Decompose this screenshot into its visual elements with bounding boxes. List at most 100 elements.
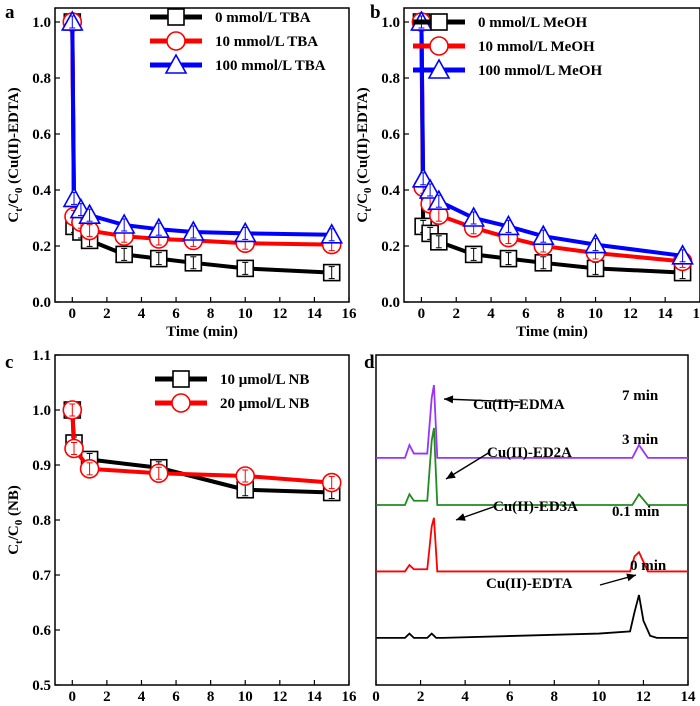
- trace-line: [376, 517, 688, 573]
- x-tick-label: 4: [138, 689, 146, 705]
- x-axis-title: Time (min): [166, 324, 238, 340]
- y-tick-label: 0.9: [32, 458, 51, 474]
- legend-marker: [164, 53, 188, 74]
- y-axis-title-c: C: [6, 544, 22, 555]
- legend-marker: [430, 13, 448, 31]
- x-tick-label: 6: [506, 689, 514, 705]
- trace-line: [376, 594, 688, 639]
- x-tick-label: 4: [461, 689, 469, 705]
- legend-label: 0 mmol/L MeOH: [478, 15, 587, 31]
- series-line: [419, 21, 683, 258]
- x-tick-label: 16: [342, 689, 358, 705]
- y-axis-title-rest: (Cu(II)-EDTA): [6, 87, 22, 187]
- x-tick-label: 10: [588, 306, 603, 322]
- y-tick-label: 0.6: [32, 623, 51, 639]
- legend-marker: [167, 8, 185, 26]
- y-axis-title-sep: /C: [6, 525, 22, 541]
- y-axis-title-c: C: [355, 212, 371, 223]
- legend-marker: [427, 58, 451, 79]
- legend-label: 0 mmol/L TBA: [215, 10, 311, 26]
- x-tick-label: 16: [693, 306, 700, 322]
- y-tick-label: 0.7: [32, 568, 51, 584]
- panel-letter: a: [5, 2, 15, 23]
- series-line: [70, 21, 332, 247]
- x-tick-label: 4: [487, 306, 495, 322]
- y-axis-title-sub-0: 0: [13, 519, 25, 525]
- x-tick-label: 4: [138, 306, 146, 322]
- x-tick-label: 10: [591, 689, 606, 705]
- arrow-head: [446, 470, 456, 479]
- x-tick-label: 14: [681, 689, 697, 705]
- y-axis-title-sub-t: t: [13, 540, 25, 544]
- x-tick-label: 12: [636, 689, 651, 705]
- panel-b: b 0 2 4 6 8 10 12 14 16 0.0 0.2 0.4 0.6 0.8 1.0 Time (mi…: [355, 2, 700, 340]
- series-0: [63, 401, 341, 502]
- y-axis-title-sub-0: 0: [13, 187, 25, 193]
- x-tick-label: 14: [658, 306, 674, 322]
- x-tick-label: 6: [172, 306, 180, 322]
- x-axis-title: Time (min): [516, 324, 588, 340]
- legend-label: 100 mmol/L TBA: [215, 58, 326, 74]
- legend-marker: [166, 31, 186, 51]
- y-tick-label: 1.1: [32, 348, 51, 364]
- panel-c: c02468101214160.50.60.70.80.91.01.1Time …: [5, 348, 358, 705]
- series-line: [70, 409, 332, 485]
- trace-3: 0 min Cu(II)-EDTA: [376, 558, 688, 639]
- y-tick-label: 1.0: [32, 15, 51, 31]
- y-axis-title: Ct/C0 (Cu(II)-EDTA): [355, 87, 374, 222]
- y-axis-title-rest: (Cu(II)-EDTA): [355, 87, 371, 187]
- x-tick-label: 8: [207, 689, 215, 705]
- trace-time-label: 0 min: [630, 558, 667, 574]
- x-tick-label: 8: [557, 306, 565, 322]
- x-tick-label: 2: [417, 689, 425, 705]
- legend: 0 mmol/L MeOH 10 mmol/L MeOH 100 mmol/L Me…: [413, 13, 602, 79]
- arrow-head: [626, 573, 636, 582]
- legend: 0 mmol/L TBA 10 mmol/L TBA 100 mmol/L TBA: [150, 8, 326, 74]
- panel-d: d02468101214Time (min)7 minCu(II)-EDMA3 …: [364, 352, 697, 705]
- series-line: [419, 21, 683, 275]
- x-tick-label: 6: [522, 306, 530, 322]
- x-tick-label: 10: [238, 689, 253, 705]
- trace-line: [376, 427, 688, 506]
- x-tick-label: 12: [272, 306, 287, 322]
- y-tick-label: 0.6: [381, 127, 400, 143]
- y-axis-title-sep: /C: [355, 193, 371, 209]
- x-tick-label: 0: [418, 306, 426, 322]
- x-tick-label: 2: [103, 689, 111, 705]
- x-tick-label: 10: [238, 306, 253, 322]
- legend-marker: [171, 393, 191, 413]
- y-axis-title-rest: (NB): [6, 485, 22, 520]
- x-tick-label: 14: [307, 306, 323, 322]
- panel-a: a 0 2 4 6 8 10 12 14 16 0.0 0.2 0.4 0.6 0.8 1.0 Time (mi…: [5, 2, 357, 340]
- y-tick-label: 0.8: [381, 71, 400, 87]
- x-tick-label: 6: [172, 689, 180, 705]
- legend-label: 10 mmol/L MeOH: [478, 39, 595, 55]
- x-tick-label: 2: [452, 306, 460, 322]
- x-tick-label: 2: [103, 306, 111, 322]
- legend: 10 μmol/L NB 20 μmol/L NB: [155, 370, 309, 413]
- legend-label: 10 mmol/L TBA: [215, 34, 318, 50]
- trace-line: [376, 384, 688, 459]
- y-axis-title-sep: /C: [6, 193, 22, 209]
- annotation-arrow: [443, 398, 521, 403]
- x-tick-label: 0: [372, 689, 380, 705]
- legend-label: 100 mmol/L MeOH: [478, 63, 602, 79]
- x-tick-label: 16: [342, 306, 358, 322]
- y-tick-label: 1.0: [32, 403, 51, 419]
- plot-frame: [403, 7, 700, 303]
- y-tick-label: 0.0: [381, 295, 400, 311]
- x-tick-label: 12: [623, 306, 638, 322]
- y-axis-title: Ct/C0 (Cu(II)-EDTA): [6, 87, 25, 222]
- compound-label: Cu(II)-EDTA: [486, 576, 573, 592]
- x-tick-label: 12: [272, 689, 287, 705]
- legend-marker: [429, 36, 449, 56]
- y-tick-label: 0.2: [381, 239, 400, 255]
- plot-frame: [54, 7, 350, 303]
- panel-letter: d: [364, 352, 375, 373]
- trace-time-label: 7 min: [622, 388, 659, 404]
- trace-time-label: 3 min: [622, 432, 659, 448]
- y-tick-label: 0.6: [32, 127, 51, 143]
- x-tick-label: 8: [551, 689, 559, 705]
- x-tick-label: 0: [69, 689, 77, 705]
